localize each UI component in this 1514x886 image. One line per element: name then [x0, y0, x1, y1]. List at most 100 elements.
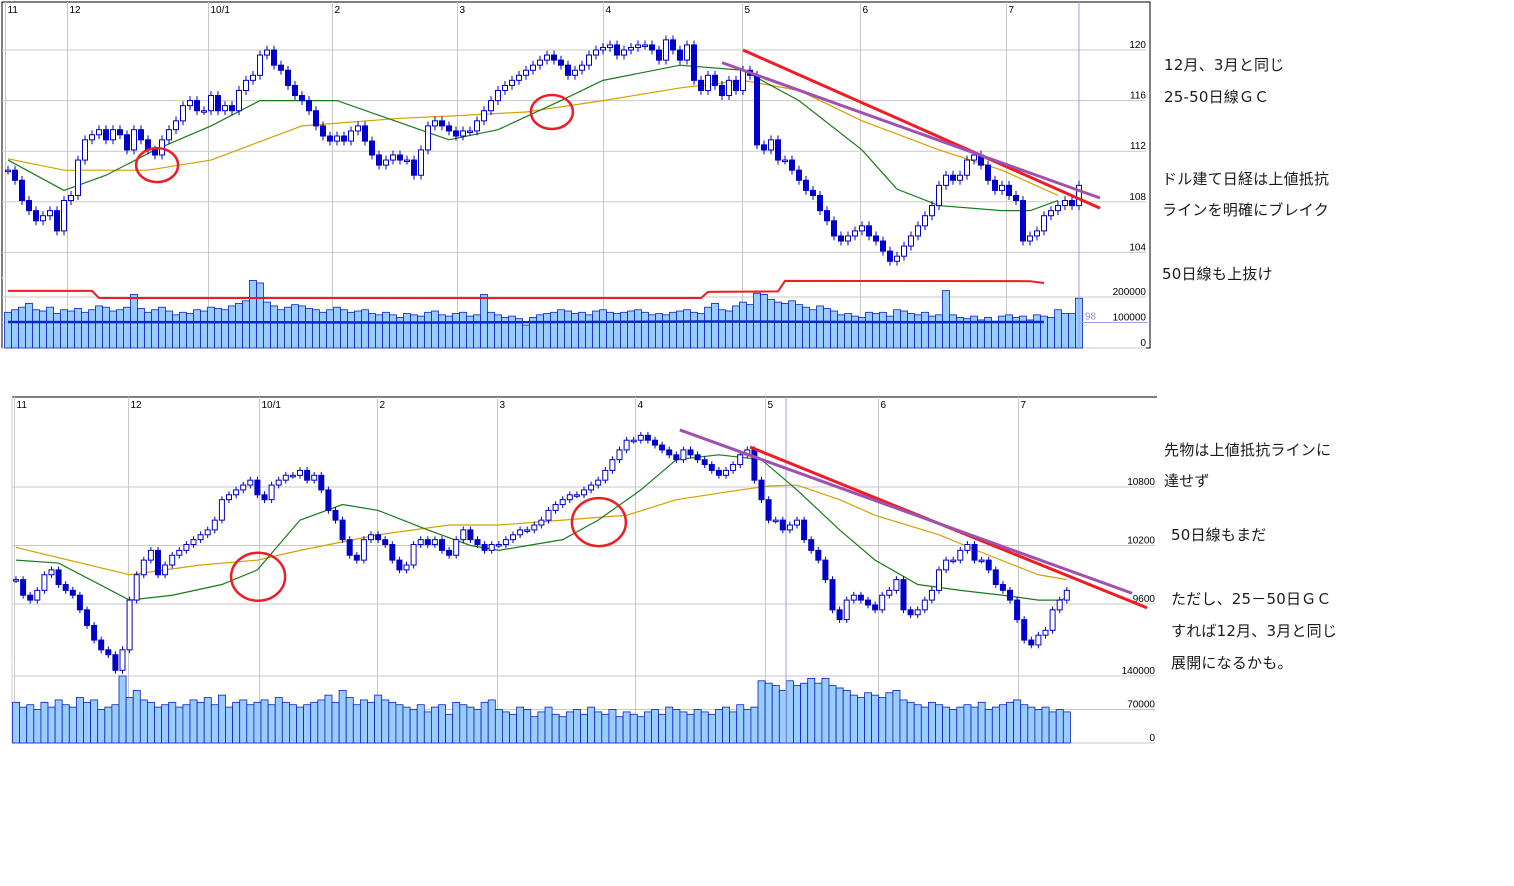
candle	[971, 541, 978, 564]
candle	[264, 45, 270, 60]
candle	[68, 191, 74, 205]
candle	[635, 40, 641, 52]
candle	[369, 136, 375, 160]
candle	[817, 191, 823, 216]
volume-bar	[767, 299, 775, 349]
candle	[481, 541, 488, 554]
candle-body	[621, 49, 627, 56]
candle	[579, 60, 585, 75]
volume-bar	[578, 311, 586, 349]
candle	[865, 596, 871, 609]
candle-body	[369, 140, 375, 156]
candle-body	[754, 74, 760, 146]
candle-body	[929, 205, 935, 217]
candle	[1020, 196, 1026, 246]
volume-bar	[636, 716, 645, 744]
candle-body	[112, 654, 119, 671]
candle	[481, 106, 487, 126]
candle	[600, 43, 606, 55]
candle	[103, 125, 109, 145]
annotation-bottom-2: 達せず	[1164, 472, 1210, 490]
volume-bar	[634, 309, 642, 349]
volume-bar	[359, 699, 368, 744]
volume-bar	[1013, 699, 1022, 744]
volume-bar	[629, 713, 638, 744]
volume-bar	[284, 306, 292, 349]
candle	[502, 536, 509, 548]
volume-bar	[123, 306, 131, 349]
candle	[687, 446, 694, 459]
candle	[572, 65, 578, 80]
volume-bar	[361, 309, 369, 349]
candle	[992, 566, 999, 588]
candle	[950, 556, 957, 564]
candle-body	[1020, 200, 1026, 242]
candle	[573, 491, 580, 499]
candle-body	[432, 120, 438, 127]
candle-body	[822, 559, 829, 581]
candle	[1034, 226, 1040, 241]
candle-body	[737, 454, 744, 466]
candle-body	[180, 105, 186, 122]
candle-body	[339, 519, 346, 541]
volume-bar	[523, 709, 532, 744]
candle-body	[761, 144, 767, 151]
candle	[789, 155, 795, 175]
candle-body	[474, 539, 481, 546]
volume-bar	[281, 701, 290, 744]
annotation-top-4: ラインを明確にブレイク	[1162, 201, 1329, 219]
candle-body	[138, 129, 144, 141]
candle	[353, 551, 360, 564]
candle	[474, 536, 481, 548]
volume-bar	[800, 682, 809, 744]
candle	[138, 125, 144, 145]
candle-body	[908, 235, 914, 247]
candle-body	[362, 125, 368, 142]
candle-body	[411, 159, 417, 176]
candle-body	[133, 574, 140, 601]
candle	[304, 467, 311, 484]
candle	[637, 431, 644, 444]
volume-tick-label: 140000	[1122, 666, 1156, 677]
volume-bar	[146, 701, 155, 744]
candle-body	[559, 499, 566, 506]
candle	[737, 451, 744, 468]
candle-body	[914, 609, 921, 616]
candle	[62, 581, 69, 594]
volume-bar	[18, 306, 26, 349]
candle-body	[488, 100, 494, 112]
candle-body	[803, 179, 809, 191]
volume-bar	[1034, 709, 1043, 744]
volume-bar	[842, 689, 851, 744]
candle-body	[311, 474, 318, 481]
candle	[698, 75, 704, 95]
volume-bar	[340, 309, 348, 349]
candle	[112, 651, 119, 674]
candle-body	[460, 529, 467, 541]
x-tick-label: 3	[460, 5, 466, 16]
candle	[558, 55, 564, 70]
candle-body	[439, 120, 445, 127]
candle	[368, 531, 374, 544]
candle-body	[47, 210, 53, 217]
golden-cross-circle	[529, 93, 575, 131]
candle	[761, 140, 767, 155]
volume-bar	[828, 685, 837, 744]
candle	[54, 206, 60, 236]
candle-body	[1041, 215, 1047, 232]
candle	[327, 131, 333, 146]
candle	[1055, 201, 1061, 216]
candle	[538, 516, 545, 529]
golden-cross-circle	[570, 496, 628, 548]
volume-bar	[459, 311, 467, 349]
candle	[55, 566, 62, 588]
candle-body	[68, 194, 74, 202]
volume-bar	[543, 313, 551, 349]
volume-bar	[913, 704, 922, 744]
candle-body	[628, 46, 634, 51]
candle-body	[609, 459, 616, 471]
candle-body	[197, 534, 204, 541]
candle	[410, 541, 417, 569]
x-tick-label: 3	[500, 400, 506, 411]
candle-body	[768, 139, 774, 151]
